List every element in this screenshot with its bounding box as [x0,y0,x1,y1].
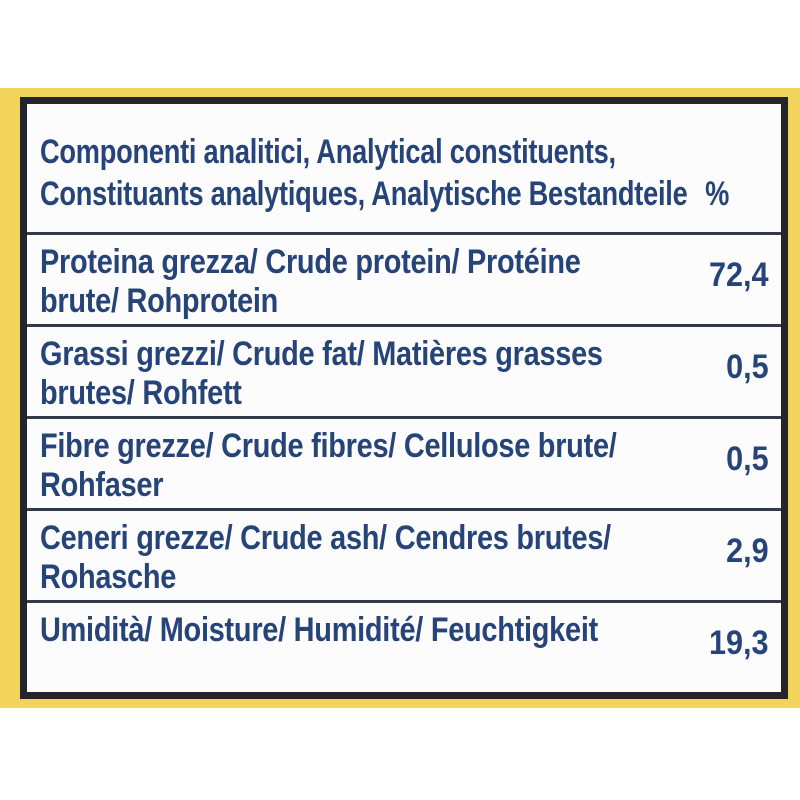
analytical-constituents-table: Componenti analitici, Analytical constit… [20,97,788,699]
row-label: Grassi grezzi/ Crude fat/ Matières grass… [27,327,720,416]
row-label-line: Rohfaser [40,466,164,504]
row-label-line: brutes/ Rohfett [40,374,242,412]
row-label-line: brute/ Rohprotein [40,282,279,320]
header-title-text-2: Constituants analytiques, Analytische Be… [40,175,688,213]
row-value: 19,3 [708,624,769,662]
row-value: 0,5 [725,348,769,386]
table-row-crude-fibres: Fibre grezze/ Crude fibres/ Cellulose br… [27,416,781,508]
row-label-line: Umidità/ Moisture/ Humidité/ Feuchtigkei… [40,611,598,649]
row-label-line: Fibre grezze/ Crude fibres/ Cellulose br… [40,427,617,465]
row-label: Proteina grezza/ Crude protein/ Protéine… [27,235,701,324]
row-label-line: Proteina grezza/ Crude protein/ Protéine [40,243,581,281]
row-value: 0,5 [725,440,769,478]
row-label: Umidità/ Moisture/ Humidité/ Feuchtigkei… [27,603,701,692]
table-header: Componenti analitici, Analytical constit… [27,104,781,232]
percent-unit-label: % [705,175,730,213]
header-title-text: Componenti analitici, Analytical constit… [40,133,616,171]
table-row-crude-ash: Ceneri grezze/ Crude ash/ Cendres brutes… [27,508,781,600]
table-row-crude-protein: Proteina grezza/ Crude protein/ Protéine… [27,232,781,324]
row-label: Fibre grezze/ Crude fibres/ Cellulose br… [27,419,720,508]
row-label: Ceneri grezze/ Crude ash/ Cendres brutes… [27,511,720,600]
row-label-line: Ceneri grezze/ Crude ash/ Cendres brutes… [40,519,611,557]
table-row-moisture: Umidità/ Moisture/ Humidité/ Feuchtigkei… [27,600,781,692]
table-row-crude-fat: Grassi grezzi/ Crude fat/ Matières grass… [27,324,781,416]
row-value: 72,4 [708,256,769,294]
row-label-line: Grassi grezzi/ Crude fat/ Matières grass… [40,335,603,373]
row-value: 2,9 [725,532,769,570]
header-line-2: Constituants analytiques, Analytische Be… [40,173,729,215]
yellow-band: Componenti analitici, Analytical constit… [0,88,800,708]
header-line-1: Componenti analitici, Analytical constit… [40,131,623,173]
row-label-line: Rohasche [40,558,177,596]
